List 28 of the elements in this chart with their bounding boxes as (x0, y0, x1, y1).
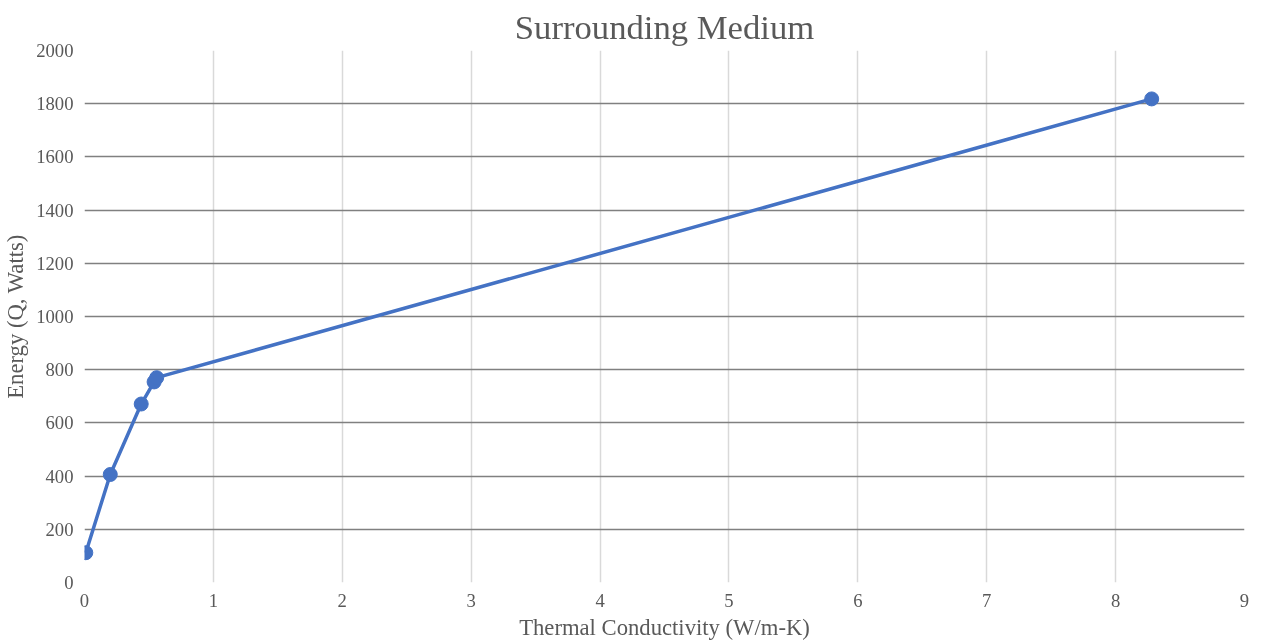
point (1144, 91, 1160, 107)
y-tick-label: 2000 (36, 40, 74, 61)
x-tick-label: 5 (724, 589, 734, 611)
point (149, 370, 165, 386)
x-tick-label: 7 (982, 589, 992, 611)
y-tick-label: 0 (64, 572, 74, 593)
x-tick-label: 6 (853, 589, 863, 611)
x-axis-title: Thermal Conductivity (W/m-K) (519, 614, 810, 640)
point (133, 396, 149, 412)
x-tick-label: 3 (466, 589, 476, 611)
y-tick-label: 600 (45, 412, 74, 434)
y-tick-label: 1400 (36, 199, 74, 221)
y-axis-title: Energy (Q, Watts) (3, 234, 29, 399)
x-tick-label: 4 (595, 589, 606, 611)
y-tick-label: 1600 (36, 146, 74, 168)
y-tick-label: 1800 (36, 93, 74, 115)
y-tick-label: 200 (45, 518, 74, 540)
y-tick-label: 1200 (36, 252, 74, 274)
point (102, 467, 118, 482)
y-tick-label: 800 (45, 359, 74, 381)
x-tick-label: 8 (1110, 589, 1121, 611)
x-tick-label: 2 (337, 589, 347, 611)
y-tick-label: 400 (45, 465, 74, 487)
x-tick-label: 0 (79, 589, 90, 611)
chart-title: Surrounding Medium (514, 7, 815, 46)
x-tick-label: 9 (1239, 589, 1250, 611)
x-tick-label: 1 (208, 589, 219, 611)
y-tick-label: 1000 (36, 306, 74, 327)
